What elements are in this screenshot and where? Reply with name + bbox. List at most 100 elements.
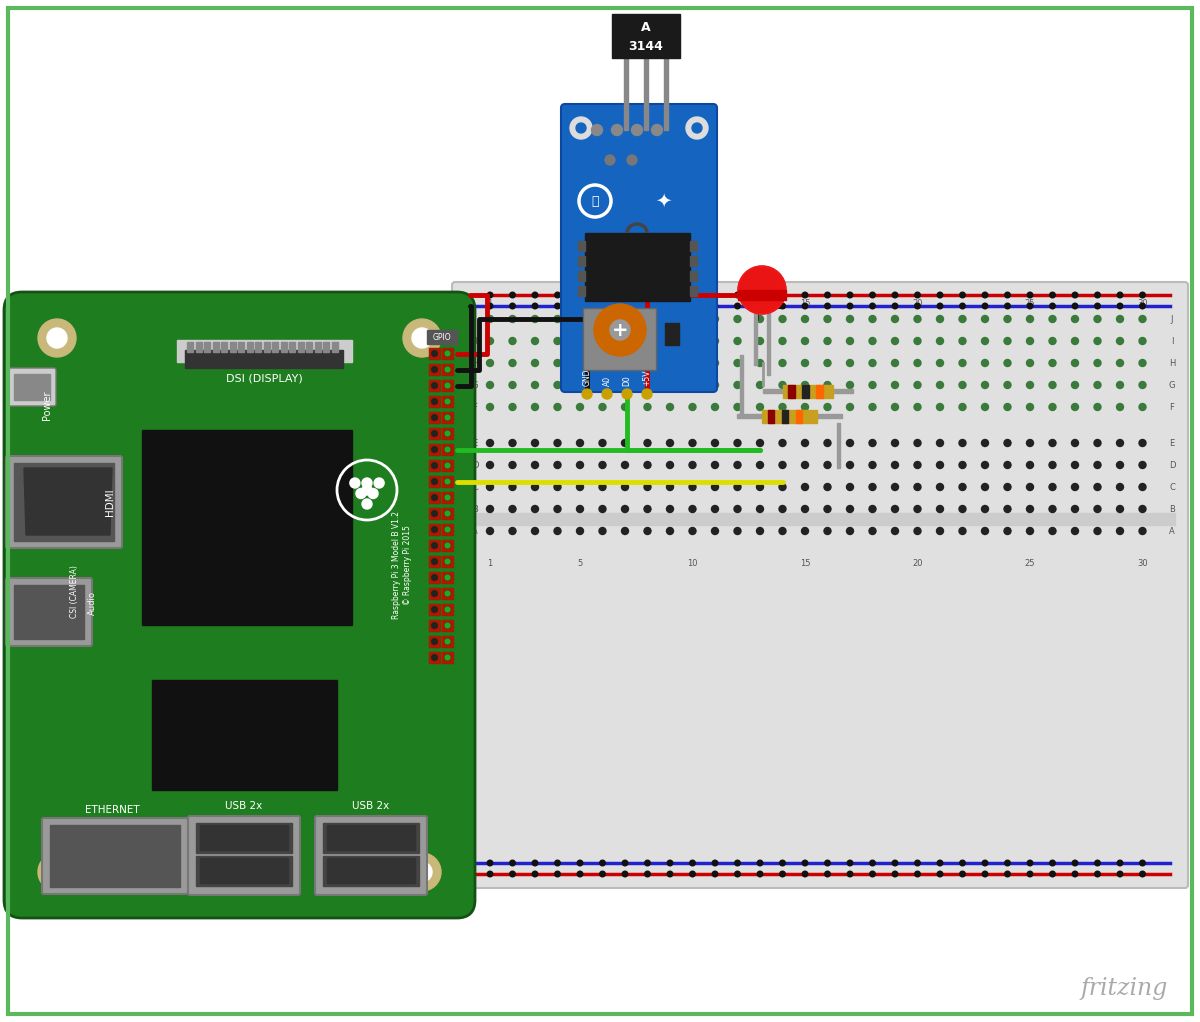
Circle shape xyxy=(445,543,450,548)
Bar xyxy=(221,342,227,352)
Bar xyxy=(200,825,288,850)
Circle shape xyxy=(600,871,605,877)
Circle shape xyxy=(847,304,853,309)
Circle shape xyxy=(1094,316,1102,323)
Text: ETHERNET: ETHERNET xyxy=(85,805,139,815)
Circle shape xyxy=(780,871,785,877)
Circle shape xyxy=(738,266,786,314)
Bar xyxy=(442,412,454,423)
Circle shape xyxy=(432,591,437,596)
Circle shape xyxy=(554,304,560,309)
Bar xyxy=(738,290,786,300)
Bar xyxy=(768,410,774,423)
Circle shape xyxy=(1004,381,1010,388)
Circle shape xyxy=(734,861,740,866)
FancyBboxPatch shape xyxy=(6,578,92,646)
Circle shape xyxy=(824,337,830,344)
Circle shape xyxy=(937,871,943,877)
Bar xyxy=(14,585,84,639)
Text: C: C xyxy=(1169,482,1175,492)
Bar xyxy=(737,414,762,418)
Bar xyxy=(578,241,586,251)
Circle shape xyxy=(1116,404,1123,411)
Bar xyxy=(430,508,440,519)
Circle shape xyxy=(959,337,966,344)
Circle shape xyxy=(712,316,719,323)
Circle shape xyxy=(532,483,539,491)
Circle shape xyxy=(893,871,898,877)
Bar xyxy=(430,636,440,647)
Circle shape xyxy=(803,304,808,309)
Bar xyxy=(796,410,802,423)
Circle shape xyxy=(599,404,606,411)
Circle shape xyxy=(592,125,602,136)
Bar xyxy=(238,342,244,352)
Circle shape xyxy=(432,447,437,453)
Circle shape xyxy=(445,383,450,388)
Circle shape xyxy=(982,337,989,344)
Circle shape xyxy=(1072,439,1079,447)
Circle shape xyxy=(779,462,786,468)
Circle shape xyxy=(756,462,763,468)
Circle shape xyxy=(666,439,673,447)
Circle shape xyxy=(1050,871,1055,877)
Circle shape xyxy=(824,292,830,297)
Circle shape xyxy=(445,623,450,628)
Circle shape xyxy=(1026,506,1033,512)
Circle shape xyxy=(803,861,808,866)
Text: A0: A0 xyxy=(602,376,612,386)
Circle shape xyxy=(602,389,612,399)
Bar xyxy=(838,423,840,468)
Circle shape xyxy=(959,462,966,468)
Circle shape xyxy=(712,337,719,344)
Bar xyxy=(442,428,454,439)
Polygon shape xyxy=(24,468,112,535)
Circle shape xyxy=(713,292,718,297)
Circle shape xyxy=(533,292,538,297)
Circle shape xyxy=(628,155,637,165)
Circle shape xyxy=(644,381,650,388)
Circle shape xyxy=(870,871,875,877)
Circle shape xyxy=(757,304,763,309)
Circle shape xyxy=(1026,360,1033,367)
Bar xyxy=(644,58,648,130)
Bar xyxy=(802,385,809,398)
Text: 25: 25 xyxy=(1025,558,1036,567)
Circle shape xyxy=(554,337,562,344)
Text: 5: 5 xyxy=(577,298,583,308)
Bar xyxy=(442,620,454,631)
Circle shape xyxy=(445,574,450,580)
Circle shape xyxy=(824,527,830,535)
Circle shape xyxy=(779,506,786,512)
Circle shape xyxy=(983,871,988,877)
Circle shape xyxy=(510,304,515,309)
Text: H: H xyxy=(472,359,478,368)
Circle shape xyxy=(445,431,450,436)
Circle shape xyxy=(445,591,450,596)
Circle shape xyxy=(445,655,450,660)
Text: A: A xyxy=(472,526,478,536)
Circle shape xyxy=(576,337,583,344)
Circle shape xyxy=(734,316,742,323)
Circle shape xyxy=(756,506,763,512)
Circle shape xyxy=(892,316,899,323)
Circle shape xyxy=(1049,439,1056,447)
Circle shape xyxy=(38,853,76,891)
Circle shape xyxy=(362,499,372,509)
Circle shape xyxy=(756,404,763,411)
Text: ⏻: ⏻ xyxy=(592,194,599,207)
Circle shape xyxy=(445,495,450,501)
Circle shape xyxy=(445,478,450,484)
Circle shape xyxy=(803,292,808,297)
FancyBboxPatch shape xyxy=(4,292,475,918)
Circle shape xyxy=(599,439,606,447)
Circle shape xyxy=(1117,304,1123,309)
Circle shape xyxy=(554,381,562,388)
Circle shape xyxy=(712,439,719,447)
Circle shape xyxy=(824,506,830,512)
Circle shape xyxy=(914,506,922,512)
Circle shape xyxy=(532,506,539,512)
Circle shape xyxy=(577,861,583,866)
Circle shape xyxy=(734,404,742,411)
Circle shape xyxy=(982,316,989,323)
